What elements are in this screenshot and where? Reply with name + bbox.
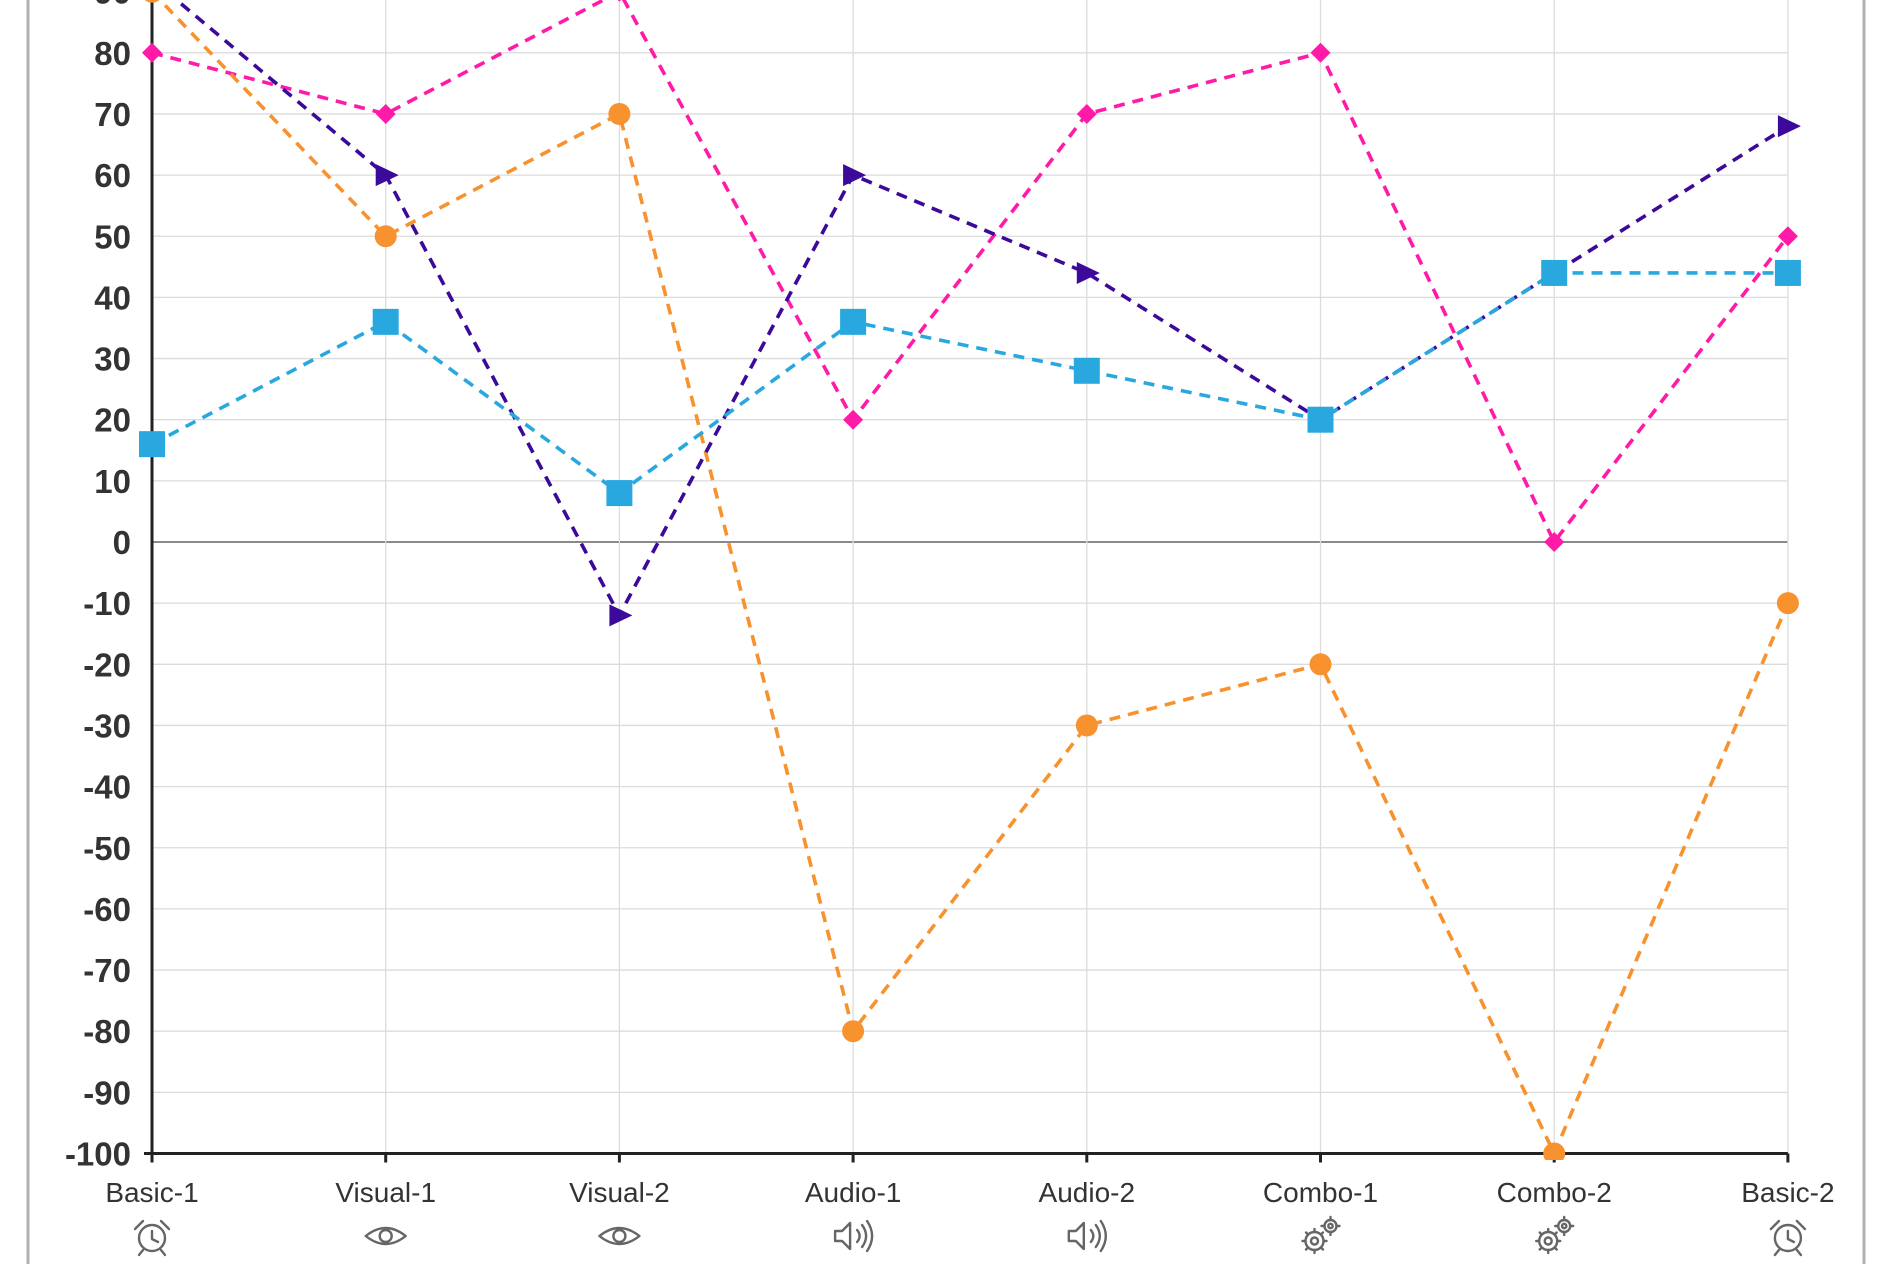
- speaker-icon: [833, 1219, 874, 1253]
- data-point: [375, 103, 396, 124]
- y-tick-label: -90: [83, 1074, 131, 1111]
- eye-icon: [364, 1226, 407, 1246]
- series-line: [157, 0, 1790, 1156]
- data-point: [1309, 653, 1332, 676]
- data-point: [1776, 592, 1799, 615]
- data-point: [843, 409, 864, 430]
- y-tick-label: 90: [94, 0, 131, 11]
- data-point: [1777, 226, 1798, 247]
- data-point: [1544, 532, 1565, 552]
- gears-icon: [1534, 1215, 1575, 1255]
- plot-area: [139, 0, 1801, 1160]
- data-point: [1076, 103, 1097, 124]
- alarm-clock-icon: [1769, 1219, 1807, 1257]
- x-tick-label: Audio-1: [805, 1177, 902, 1208]
- y-tick-label: -100: [65, 1136, 131, 1173]
- eye-icon: [598, 1226, 641, 1246]
- x-tick-label: Visual-2: [569, 1177, 670, 1208]
- x-tick-label: Basic-1: [105, 1177, 198, 1208]
- series-diamond: [142, 0, 1798, 552]
- x-tick-label: Combo-1: [1263, 1177, 1378, 1208]
- data-point: [606, 480, 633, 507]
- data-point: [617, 0, 622, 2]
- series-square: [139, 259, 1801, 507]
- x-tick-label: Basic-2: [1741, 1177, 1834, 1208]
- y-tick-label: -20: [83, 646, 131, 683]
- y-tick-label: -30: [83, 707, 131, 744]
- series-line: [151, 271, 1788, 495]
- data-point: [843, 164, 867, 187]
- data-point: [142, 42, 162, 63]
- data-point: [139, 431, 165, 458]
- data-point: [144, 0, 160, 3]
- data-point: [1777, 115, 1801, 138]
- y-tick-label: 60: [94, 157, 131, 194]
- data-point: [372, 308, 399, 335]
- y-tick-label: 20: [94, 402, 131, 439]
- y-tick-label: 40: [94, 279, 131, 316]
- data-point: [1541, 259, 1568, 286]
- y-tick-label: 30: [94, 341, 131, 378]
- y-tick-label: 10: [94, 463, 131, 500]
- data-point: [374, 225, 397, 248]
- series-line: [151, 0, 1790, 544]
- y-tick-label: -10: [83, 585, 131, 622]
- y-tick-label: 80: [94, 35, 131, 72]
- data-point: [609, 604, 633, 627]
- x-tick-label: Audio-2: [1039, 1177, 1136, 1208]
- data-point: [375, 164, 399, 187]
- x-tick-label: Visual-1: [335, 1177, 436, 1208]
- alarm-clock-icon: [133, 1219, 171, 1257]
- y-tick-label: 70: [94, 96, 131, 133]
- y-tick-label: 50: [94, 218, 131, 255]
- gears-icon: [1301, 1215, 1341, 1255]
- data-point: [1073, 357, 1100, 384]
- y-tick-label: -50: [83, 830, 131, 867]
- y-tick-label: -60: [83, 891, 131, 928]
- x-tick-label: Combo-2: [1497, 1177, 1612, 1208]
- data-point: [842, 1020, 865, 1043]
- y-tick-label: 0: [113, 524, 131, 561]
- data-point: [1310, 42, 1331, 63]
- y-tick-label: -40: [83, 769, 131, 806]
- speaker-icon: [1067, 1219, 1107, 1253]
- data-point: [608, 102, 631, 125]
- series-line: [173, 0, 1789, 618]
- data-point: [840, 308, 867, 335]
- data-point: [1076, 261, 1100, 284]
- data-point: [1307, 406, 1334, 433]
- data-point: [1075, 714, 1098, 737]
- data-point: [1543, 1142, 1566, 1160]
- y-tick-label: -70: [83, 952, 131, 989]
- y-tick-label: -80: [83, 1013, 131, 1050]
- data-point: [1774, 259, 1801, 286]
- series-circle: [144, 0, 1799, 1160]
